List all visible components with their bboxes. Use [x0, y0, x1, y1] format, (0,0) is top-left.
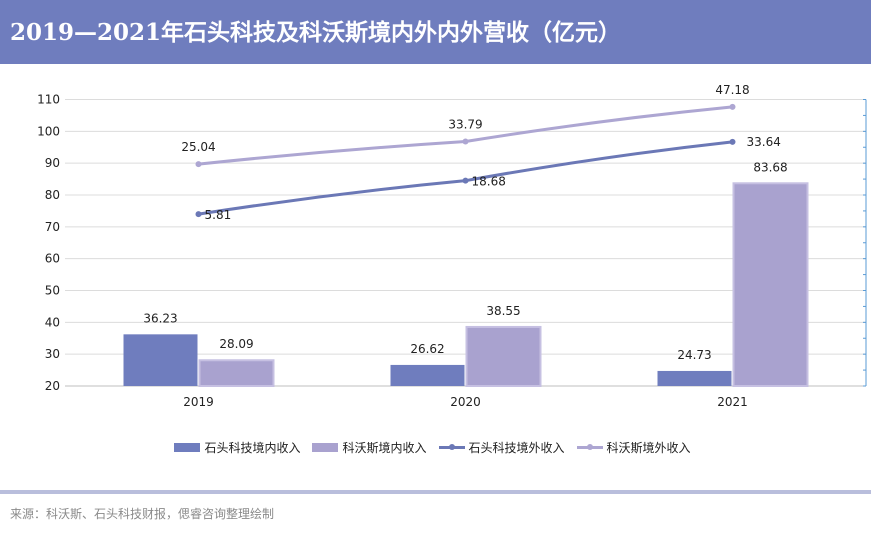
bar-data-label: 26.62 [410, 342, 444, 356]
legend-swatch-shitou-domestic [174, 442, 201, 452]
y-tick-label: 40 [45, 315, 60, 329]
line-point [729, 103, 736, 110]
bar [198, 359, 275, 387]
y-tick-label: 50 [45, 284, 60, 298]
x-tick-label: 2019 [183, 395, 214, 409]
y-tick-label: 90 [45, 156, 60, 170]
bar-data-label: 38.55 [486, 304, 520, 318]
line-data-label: 18.68 [472, 175, 506, 189]
y-tick-label: 80 [45, 188, 60, 202]
footer-divider [0, 490, 871, 494]
chart-legend: 石头科技境内收入 科沃斯境内收入 石头科技境外收入 科沃斯境外收入 [0, 437, 871, 457]
legend-swatch-kewosi-domestic [312, 442, 339, 452]
legend-item-kewosi-overseas: 科沃斯境外收入 [576, 439, 691, 456]
bar [390, 364, 465, 386]
chart-plot: 20 30 40 50 60 70 80 90 100 110 2019 2020 2021 36.23 2… [37, 83, 867, 409]
line-point [195, 161, 202, 168]
bar [465, 325, 542, 387]
legend-label-kewosi-domestic: 科沃斯境内收入 [342, 440, 427, 455]
line-data-label: 25.04 [181, 140, 215, 154]
legend-label-shitou-domestic: 石头科技境内收入 [204, 440, 301, 455]
bar [123, 334, 198, 386]
bar [657, 370, 732, 386]
legend-item-shitou-overseas: 石头科技境外收入 [438, 439, 565, 456]
legend-swatch-shitou-overseas [438, 442, 465, 452]
source-note: 来源：科沃斯、石头科技财报，偲睿咨询整理绘制 [10, 507, 275, 521]
y-tick-label: 110 [37, 93, 60, 107]
line-point [462, 177, 469, 184]
bar [732, 182, 809, 387]
x-tick-label: 2020 [450, 395, 481, 409]
line-data-label: 33.64 [747, 135, 781, 149]
legend-item-kewosi-domestic: 科沃斯境内收入 [312, 439, 427, 456]
y-tick-label: 70 [45, 220, 60, 234]
line-point [195, 211, 202, 218]
series-line [197, 105, 734, 166]
chart-title: 2019—2021年石头科技及科沃斯境内外内外营收（亿元） [10, 19, 622, 46]
legend-label-kewosi-overseas: 科沃斯境外收入 [606, 440, 691, 455]
bar-data-label: 36.23 [143, 311, 177, 325]
line-data-label: 33.79 [448, 118, 482, 132]
y-tick-label: 100 [37, 124, 60, 138]
line-point [462, 138, 469, 145]
line-point [729, 138, 736, 145]
y-tick-label: 20 [45, 379, 60, 393]
title-banner: 2019—2021年石头科技及科沃斯境内外内外营收（亿元） [0, 0, 871, 64]
y-tick-label: 60 [45, 252, 60, 266]
legend-swatch-kewosi-overseas [576, 442, 603, 452]
bar-data-label: 83.68 [753, 160, 787, 174]
bar-data-label: 24.73 [677, 348, 711, 362]
bar-data-label: 28.09 [219, 337, 253, 351]
x-tick-label: 2021 [717, 395, 748, 409]
legend-label-shitou-overseas: 石头科技境外收入 [468, 440, 565, 455]
y-tick-label: 30 [45, 347, 60, 361]
line-data-label: 5.81 [205, 208, 232, 222]
line-data-label: 47.18 [715, 83, 749, 97]
legend-item-shitou-domestic: 石头科技境内收入 [174, 439, 300, 456]
